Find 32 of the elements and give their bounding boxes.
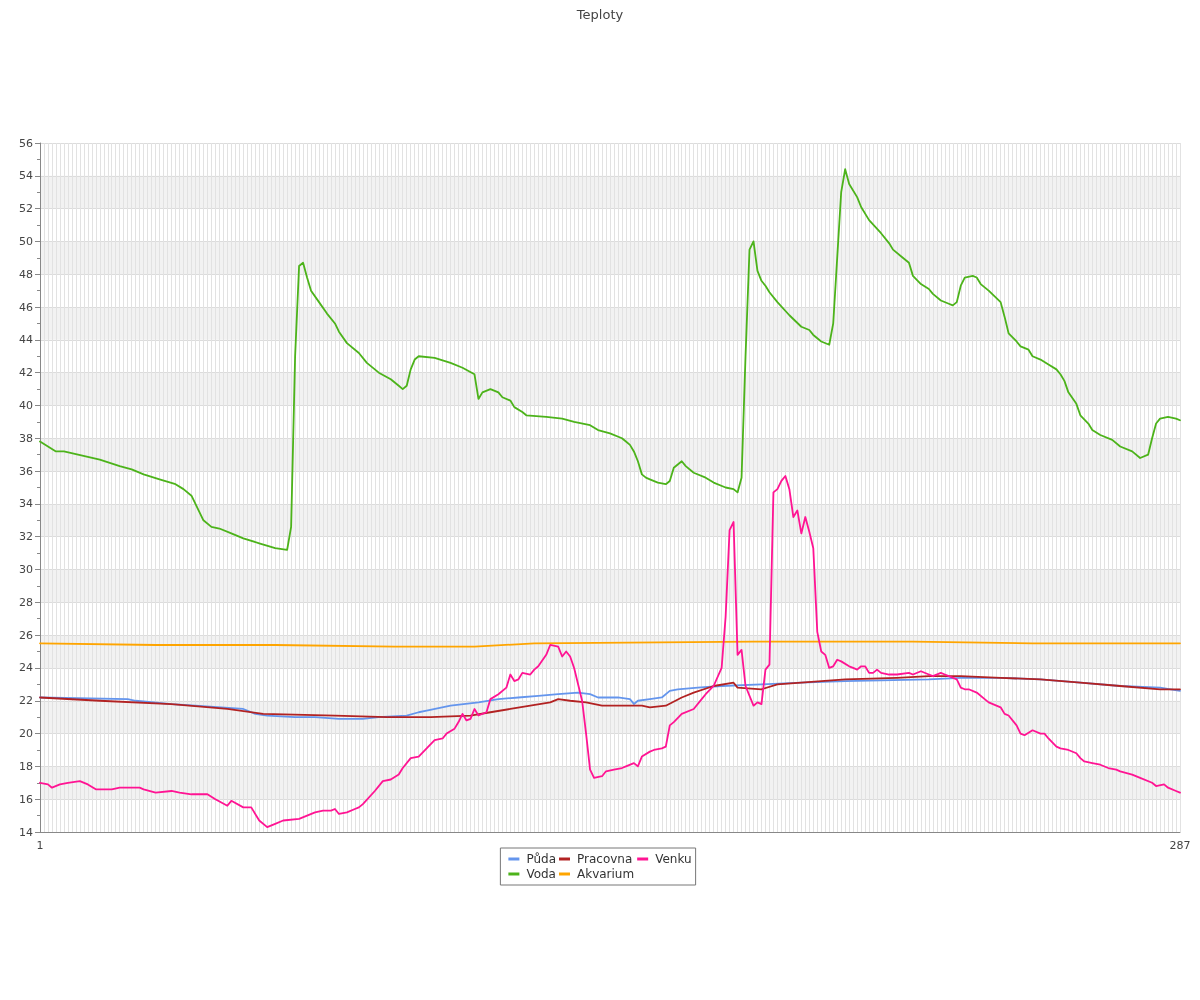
y-tick-label: 14 bbox=[19, 825, 33, 839]
y-tick-label: 24 bbox=[19, 661, 33, 675]
y-tick-label: 22 bbox=[19, 694, 33, 708]
y-tick-label: 18 bbox=[19, 759, 33, 773]
y-tick-label: 48 bbox=[19, 267, 33, 281]
line-series bbox=[39, 475, 1181, 828]
y-tick-label: 36 bbox=[19, 464, 33, 478]
y-tick-label: 52 bbox=[19, 202, 33, 216]
legend-label: Voda bbox=[526, 867, 556, 881]
y-tick-label: 50 bbox=[19, 234, 33, 248]
legend-label: Akvarium bbox=[576, 867, 635, 881]
y-tick-label: 32 bbox=[19, 530, 33, 544]
x-tick-label: 1 bbox=[36, 839, 44, 852]
y-tick-label: 20 bbox=[19, 727, 33, 741]
y-tick-label: 16 bbox=[19, 792, 33, 806]
y-tick-label: 38 bbox=[19, 431, 33, 445]
y-tick-label: 54 bbox=[19, 169, 33, 183]
x-tick-label: 287 bbox=[1169, 839, 1191, 852]
y-tick-label: 34 bbox=[19, 497, 33, 511]
legend-label: Pracovna bbox=[576, 852, 633, 866]
y-tick-label: 26 bbox=[19, 628, 33, 642]
y-tick-label: 46 bbox=[19, 300, 33, 314]
y-tick-label: 56 bbox=[19, 136, 33, 150]
y-tick-label: 44 bbox=[19, 333, 33, 347]
y-tick-label: 28 bbox=[19, 595, 33, 609]
y-tick-label: 40 bbox=[19, 398, 33, 412]
y-tick-label: 42 bbox=[19, 366, 33, 380]
y-tick-label: 30 bbox=[19, 563, 33, 577]
legend-label: Venku bbox=[655, 852, 692, 866]
line-series bbox=[39, 168, 1181, 551]
chart-title: Teploty bbox=[575, 7, 624, 22]
legend-label: Půda bbox=[526, 852, 556, 866]
